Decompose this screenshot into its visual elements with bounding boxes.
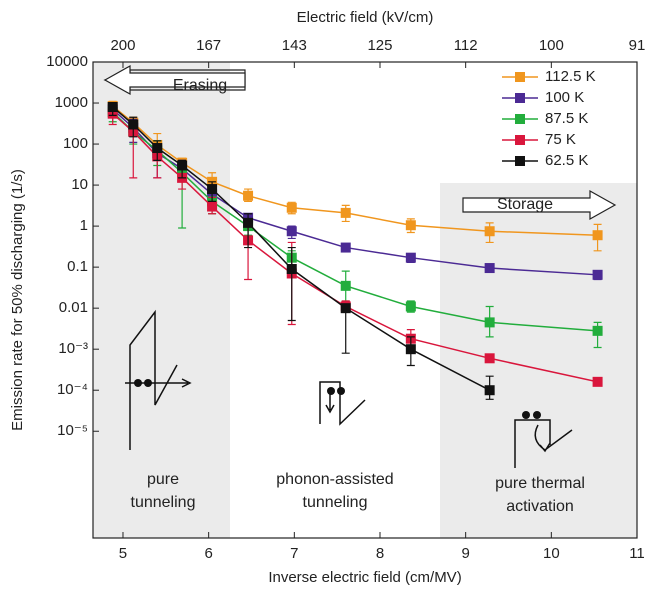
y-tick-label: 0.1 [67, 258, 88, 275]
annotation: Erasing [173, 77, 227, 94]
legend-marker [515, 114, 525, 124]
marker [405, 220, 416, 231]
error-bar [287, 246, 296, 322]
annotation: pure [147, 471, 179, 488]
marker [484, 353, 495, 364]
y-tick-label: 10 [71, 176, 88, 193]
y-tick-label: 1 [80, 217, 88, 234]
annotation: Storage [497, 196, 553, 213]
x-tick-label: 7 [290, 545, 298, 562]
top-tick-label: 200 [110, 37, 135, 54]
marker [592, 325, 603, 336]
x-tick-label: 11 [629, 545, 645, 562]
x-tick-label: 8 [376, 545, 384, 562]
storage-region [440, 183, 637, 538]
marker [405, 301, 416, 312]
y-tick-label: 10⁻³ [58, 340, 88, 357]
marker [286, 226, 297, 237]
marker [340, 280, 351, 291]
erasing-region [93, 62, 230, 538]
marker [484, 385, 495, 396]
marker [152, 143, 163, 154]
y-tick-label: 10000 [46, 53, 88, 70]
top-tick-label: 167 [196, 37, 221, 54]
marker [340, 303, 351, 314]
legend-marker [515, 156, 525, 166]
legend-marker [515, 93, 525, 103]
top-tick-label: 125 [367, 37, 392, 54]
electrons [134, 379, 541, 419]
marker [484, 263, 495, 274]
y-axis-title: Emission rate for 50% discharging (1/s) [9, 169, 26, 431]
marker [286, 202, 297, 213]
series-line [112, 106, 490, 391]
erasing-arrow [103, 64, 246, 96]
x-tick-label: 5 [119, 545, 127, 562]
marker [340, 207, 351, 218]
marker [286, 264, 297, 275]
marker [592, 376, 603, 387]
marker [484, 317, 495, 328]
marker [177, 160, 188, 171]
legend-label: 75 K [545, 131, 576, 148]
legend-label: 87.5 K [545, 110, 588, 127]
x-tick-label: 9 [461, 545, 469, 562]
storage-arrow [462, 189, 617, 221]
annotation: activation [506, 498, 574, 515]
top-tick-label: 100 [539, 37, 564, 54]
annotation: pure thermal [495, 475, 585, 492]
x-tick-label: 6 [204, 545, 212, 562]
y-tick-label: 0.01 [59, 299, 88, 316]
marker [128, 119, 139, 130]
marker [107, 102, 118, 113]
y-tick-label: 10⁻⁴ [57, 381, 88, 398]
top-tick-label: 112 [454, 37, 478, 54]
marker [340, 242, 351, 253]
legend-label: 62.5 K [545, 152, 588, 169]
band-diagrams [125, 309, 573, 468]
top-tick-label: 143 [282, 37, 307, 54]
annotation: tunneling [303, 494, 368, 511]
legend-marker [515, 72, 525, 82]
marker [592, 269, 603, 280]
annotation: tunneling [131, 494, 196, 511]
y-tick-label: 100 [63, 135, 88, 152]
marker [243, 217, 254, 228]
y-tick-label: 10⁻⁵ [57, 422, 88, 439]
marker [405, 344, 416, 355]
legend-marker [515, 135, 525, 145]
marker [243, 190, 254, 201]
marker [207, 201, 218, 212]
marker [484, 226, 495, 237]
top-tick-label: 91 [629, 37, 646, 54]
legend-label: 112.5 K [545, 68, 596, 85]
legend-label: 100 K [545, 89, 584, 106]
y-tick-label: 1000 [55, 94, 88, 111]
x-axis-title: Inverse electric field (cm/MV) [268, 569, 461, 586]
top-axis-title: Electric field (kV/cm) [297, 9, 434, 26]
plot-frame [92, 61, 638, 539]
marker [592, 230, 603, 241]
marker [405, 252, 416, 263]
annotation: phonon-assisted [276, 471, 393, 488]
x-tick-label: 10 [543, 545, 560, 562]
marker [207, 184, 218, 195]
